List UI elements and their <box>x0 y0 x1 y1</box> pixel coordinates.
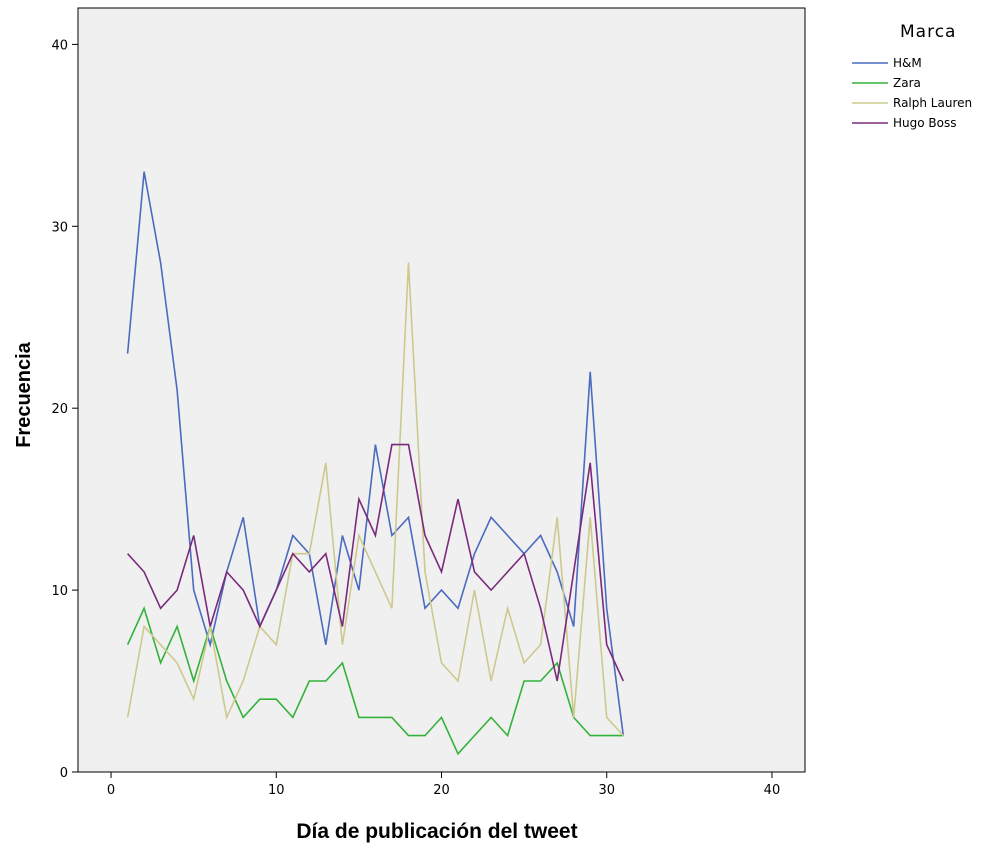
legend-label-handm: H&M <box>893 56 922 70</box>
legend: Marca H&M Zara Ralph Lauren Hugo Boss <box>852 22 972 130</box>
x-tick-label: 20 <box>433 783 450 798</box>
x-tick-label: 0 <box>107 783 115 798</box>
y-axis-title: Frecuencia <box>13 341 35 447</box>
y-tick-label: 0 <box>60 766 68 781</box>
x-tick-label: 40 <box>764 783 781 798</box>
x-tick-label: 10 <box>268 783 285 798</box>
y-tick-label: 10 <box>51 584 68 599</box>
plot-area <box>77 7 806 773</box>
x-axis-title: Día de publicación del tweet <box>296 820 577 843</box>
axes: 0 10 20 30 40 0 10 20 30 40 <box>51 38 780 798</box>
series-line-handm <box>126 171 625 736</box>
x-tick-label: 30 <box>598 783 615 798</box>
legend-label-ralph-lauren: Ralph Lauren <box>893 96 972 110</box>
legend-label-hugo-boss: Hugo Boss <box>893 116 956 130</box>
series-layer <box>126 171 625 756</box>
y-tick-label: 20 <box>51 402 68 417</box>
y-tick-label: 30 <box>51 220 68 235</box>
legend-label-zara: Zara <box>893 76 921 90</box>
legend-title: Marca <box>900 22 956 42</box>
series-line-hugo-boss <box>127 443 625 682</box>
y-tick-label: 40 <box>51 38 68 53</box>
